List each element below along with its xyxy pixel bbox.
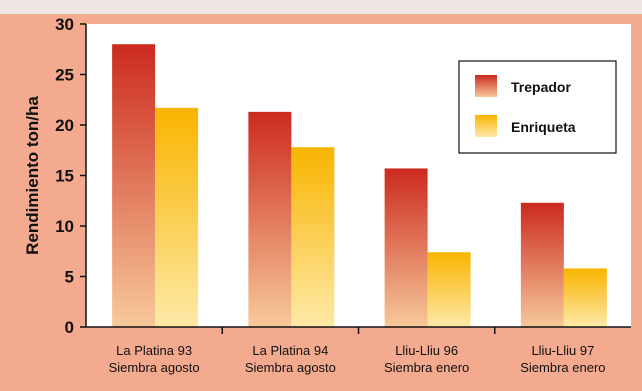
bar-trepador-4	[520, 202, 564, 327]
y-tick-label: 30	[55, 15, 74, 34]
y-tick-label: 20	[55, 116, 74, 135]
x-category-label: Lliu-Lliu 96	[395, 343, 458, 358]
x-category-label: Lliu-Lliu 97	[531, 343, 594, 358]
bar-enriqueta-2	[291, 147, 335, 327]
y-tick-label: 10	[55, 217, 74, 236]
x-category-label: Siembra agosto	[245, 360, 336, 375]
bar-enriqueta-3	[427, 252, 471, 327]
y-tick-label: 5	[65, 268, 74, 287]
x-category-label: Siembra enero	[384, 360, 469, 375]
legend-swatch-trepador	[475, 75, 497, 97]
x-category-label: Siembra enero	[520, 360, 605, 375]
bar-enriqueta-1	[155, 107, 199, 327]
x-category-label: Siembra agosto	[109, 360, 200, 375]
y-tick-label: 25	[55, 66, 74, 85]
y-axis-title: Rendimiento ton/ha	[23, 96, 42, 255]
bar-trepador-1	[112, 44, 156, 327]
bar-trepador-3	[384, 168, 428, 327]
bar-trepador-2	[248, 111, 292, 328]
top-strip	[0, 0, 642, 14]
legend-label-enriqueta: Enriqueta	[511, 119, 576, 135]
y-tick-label: 0	[65, 318, 74, 337]
legend-label-trepador: Trepador	[511, 79, 571, 95]
legend-swatch-enriqueta	[475, 115, 497, 137]
y-tick-label: 15	[55, 167, 74, 186]
x-category-label: La Platina 94	[252, 343, 328, 358]
bar-enriqueta-4	[563, 268, 607, 327]
x-category-label: La Platina 93	[116, 343, 192, 358]
legend: Trepador Enriqueta	[458, 60, 617, 154]
legend-box	[458, 60, 617, 154]
